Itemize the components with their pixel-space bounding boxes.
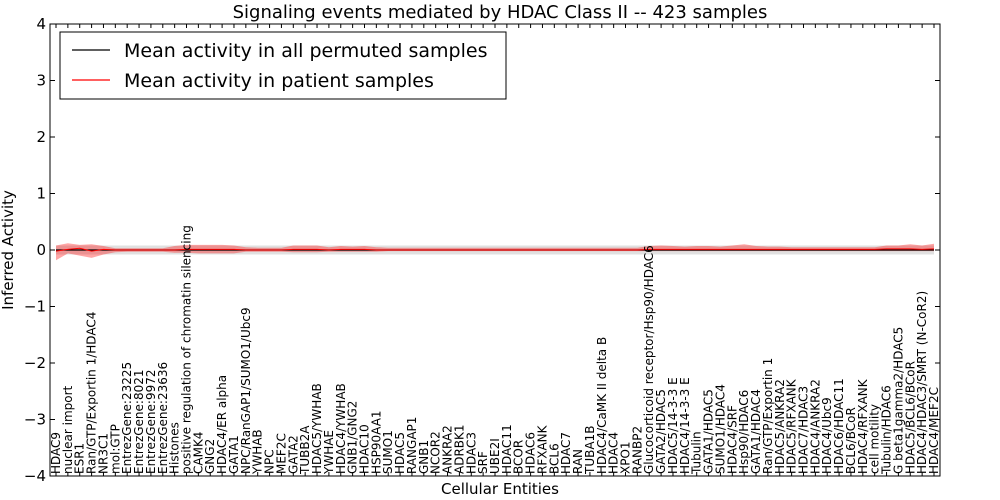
x-tick-label: HDAC4/ANKRA2 — [808, 379, 822, 474]
y-axis: −4 −3 −2 −1 0 1 2 3 4 — [24, 15, 940, 485]
x-tick-label: Tubulin/HDAC6 — [880, 385, 894, 475]
chart-title: Signaling events mediated by HDAC Class … — [233, 2, 768, 23]
x-tick-label: Histones — [168, 422, 182, 474]
x-tick-label: SUMO1/HDAC4 — [713, 384, 727, 474]
x-tick-label: NPC/RanGAP1/SUMO1/Ubc9 — [239, 307, 253, 474]
x-tick-label: HDAC5/BCL6/BCoR — [903, 361, 917, 474]
x-tick-label: positive regulation of chromatin silenci… — [180, 225, 194, 474]
x-tick-label: HDAC4/MEF2C — [927, 387, 941, 474]
x-tick-label: HDAC11 — [500, 424, 514, 474]
x-tick-label: NCOR2 — [429, 431, 443, 474]
x-tick-label: nuclear import — [61, 385, 75, 474]
x-tick-label: HDAC4/14-3-3 E — [678, 377, 692, 474]
x-tick-label: HDAC6 — [524, 432, 538, 474]
x-tick-label: UBE2I — [488, 438, 502, 474]
y-tick-label: 4 — [36, 15, 46, 33]
x-tick-label: GNB1/GNG2 — [346, 401, 360, 474]
x-tick-label: GNB1 — [417, 440, 431, 474]
legend: Mean activity in all permuted samples Me… — [59, 31, 507, 100]
x-tick-label: HDAC4/HDAC3/SMRT (N-CoR2) — [915, 291, 929, 474]
x-tick-label: HDAC5/ANKRA2 — [773, 379, 787, 474]
x-tick-label: GATA2/HDAC5 — [654, 389, 668, 474]
legend-label-patient: Mean activity in patient samples — [124, 70, 434, 92]
x-tick-label: RFXANK — [536, 424, 550, 474]
x-tick-label: GATA1/HDAC4 — [749, 389, 763, 474]
y-axis-title: Inferred Activity — [0, 190, 17, 310]
x-tick-label: HDAC5/YWHAB — [310, 383, 324, 474]
x-tick-label: TUBA1B — [583, 426, 597, 475]
x-tick-label: BCL6 — [547, 443, 561, 474]
x-axis-title: Cellular Entities — [441, 480, 559, 498]
y-tick-label: −3 — [24, 411, 46, 429]
x-tick-label: EntrezGene:23636 — [156, 362, 170, 474]
x-tick-label: HDAC5 — [393, 432, 407, 474]
patient-band — [56, 243, 934, 261]
x-tick-label: RANGAP1 — [405, 417, 419, 474]
x-tick-label: EntrezGene:8021 — [132, 370, 146, 475]
x-tick-label: ADRBK1 — [452, 424, 466, 474]
x-tick-label: HDAC3 — [464, 432, 478, 474]
x-tick-label: RAN — [571, 449, 585, 474]
x-tick-label: Tubulin — [690, 431, 704, 475]
x-tick-label: EntrezGene:9972 — [144, 370, 158, 475]
x-tick-label: YWHAE — [322, 430, 336, 475]
x-tick-label: cell motility — [868, 404, 882, 474]
x-tick-label: Hsp90/HDAC6 — [737, 390, 751, 474]
x-tick-label: G beta1gamma2/HDAC5 — [891, 327, 905, 474]
x-tick-label: HDAC4/RFXANK — [856, 378, 870, 474]
x-tick-label: HSP90AA1 — [369, 410, 383, 474]
x-tick-label: NPC — [263, 449, 277, 474]
plot-area — [55, 243, 935, 261]
y-tick-label: 2 — [36, 128, 46, 146]
x-tick-label: SRF — [476, 451, 490, 474]
x-tick-label: ESR1 — [73, 443, 87, 474]
x-tick-label: HDAC6/HDAC11 — [832, 378, 846, 474]
y-tick-label: −1 — [24, 298, 46, 316]
y-tick-label: 1 — [36, 185, 46, 203]
x-tick-label: Ran/GTP/Exportin 1/HDAC4 — [85, 312, 99, 474]
y-tick-label: 3 — [36, 72, 46, 90]
x-tick-label: HDAC4/YWHAB — [334, 383, 348, 474]
x-tick-label: YWHAB — [251, 429, 265, 475]
x-tick-label: HDAC4/SRF — [725, 405, 739, 474]
x-tick-label: TUBB2A — [298, 425, 312, 475]
x-tick-label: RANBP2 — [630, 426, 644, 474]
x-tick-label: BCL6/BCoR — [844, 407, 858, 474]
x-tick-label: Glucocorticoid receptor/Hsp90/HDAC6 — [642, 245, 656, 474]
x-tick-label: ANKRA2 — [441, 425, 455, 474]
x-tick-label: XPO1 — [619, 441, 633, 474]
x-tick-label: HDAC5/14-3-3 E — [666, 377, 680, 474]
x-tick-label: HDAC4/Ubc9 — [820, 397, 834, 474]
x-tick-label: NR3C1 — [97, 433, 111, 474]
x-tick-label: GNG2 — [203, 439, 217, 474]
legend-label-permuted: Mean activity in all permuted samples — [124, 40, 487, 62]
x-tick-label: HDAC7 — [559, 432, 573, 474]
x-tick-label: HDAC4 — [607, 432, 621, 474]
x-tick-label: CAMK4 — [191, 432, 205, 474]
y-tick-label: −4 — [24, 467, 46, 485]
legend-box — [59, 31, 507, 100]
x-tick-label: GATA2 — [286, 435, 300, 474]
x-tick-label: HDAC4/CaMK II delta B — [595, 337, 609, 474]
y-tick-label: 0 — [36, 241, 46, 259]
x-tick-label: MEF2C — [274, 433, 288, 474]
x-tick-label: GATA1 — [227, 435, 241, 474]
x-tick-label: mol:GTP — [108, 424, 122, 474]
x-tick-label: BCOR — [512, 440, 526, 474]
x-tick-label: HDAC4/ER alpha — [215, 375, 229, 474]
x-tick-label: HDAC10 — [358, 424, 372, 474]
x-tick-label: EntrezGene:23225 — [120, 362, 134, 474]
x-tick-label: Ran/GTP/Exportin 1 — [761, 358, 775, 474]
y-tick-label: −2 — [24, 354, 46, 372]
x-tick-label: GATA1/HDAC5 — [702, 389, 716, 474]
x-tick-label: HDAC7/HDAC3 — [797, 386, 811, 474]
x-tick-label: HDAC5/RFXANK — [785, 378, 799, 474]
x-tick-label: SUMO1 — [381, 430, 395, 474]
x-tick-label: HDAC9 — [49, 432, 63, 474]
patient-mean-line — [55, 247, 935, 252]
